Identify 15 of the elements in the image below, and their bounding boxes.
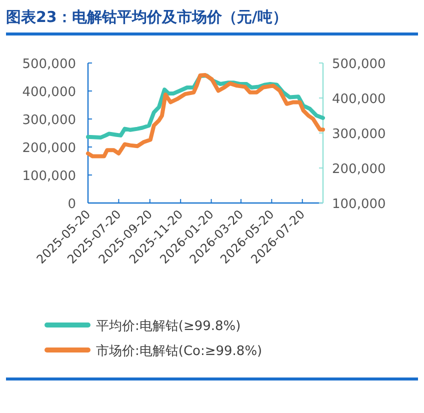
y2-tick-label: 100,000 [332, 197, 386, 212]
y-tick-label: 500,000 [22, 57, 76, 72]
y-tick-label: 400,000 [22, 85, 76, 100]
y-tick-label: 200,000 [22, 141, 76, 156]
line-series [86, 73, 325, 158]
y2-tick-label: 400,000 [332, 92, 386, 107]
legend-label: 平均价:电解钴(≥99.8%) [96, 319, 241, 334]
chart-title: 图表23：电解钴平均价及市场价（元/吨） [6, 8, 288, 26]
y2-tick-label: 300,000 [332, 127, 386, 142]
legend-label: 市场价:电解钴(Co:≥99.8%) [96, 344, 262, 359]
y-tick-label: 0 [68, 197, 76, 212]
y-tick-label: 100,000 [22, 169, 76, 184]
y2-tick-label: 500,000 [332, 57, 386, 72]
y-tick-label: 300,000 [22, 113, 76, 128]
y2-tick-label: 200,000 [332, 162, 386, 177]
